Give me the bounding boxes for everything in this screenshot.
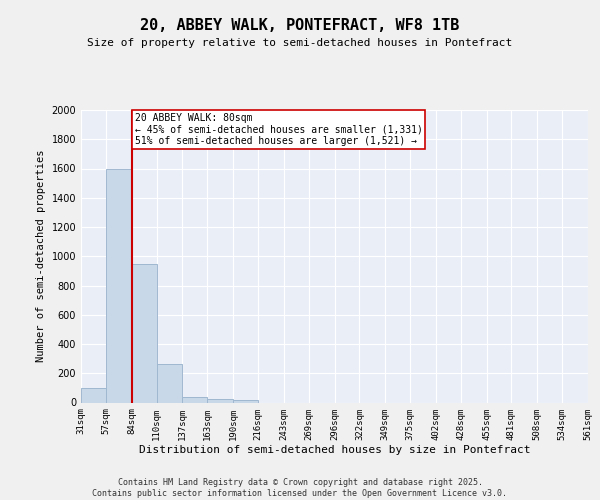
Bar [207,399,233,402]
Text: 20 ABBEY WALK: 80sqm
← 45% of semi-detached houses are smaller (1,331)
51% of se: 20 ABBEY WALK: 80sqm ← 45% of semi-detac… [134,113,422,146]
Bar [233,400,258,402]
Bar [81,388,106,402]
Bar [132,264,157,402]
Text: Contains HM Land Registry data © Crown copyright and database right 2025.
Contai: Contains HM Land Registry data © Crown c… [92,478,508,498]
Y-axis label: Number of semi-detached properties: Number of semi-detached properties [36,150,46,362]
X-axis label: Distribution of semi-detached houses by size in Pontefract: Distribution of semi-detached houses by … [139,445,530,455]
Text: 20, ABBEY WALK, PONTEFRACT, WF8 1TB: 20, ABBEY WALK, PONTEFRACT, WF8 1TB [140,18,460,32]
Text: Size of property relative to semi-detached houses in Pontefract: Size of property relative to semi-detach… [88,38,512,48]
Bar [157,364,182,403]
Bar [182,396,207,402]
Bar [106,168,132,402]
